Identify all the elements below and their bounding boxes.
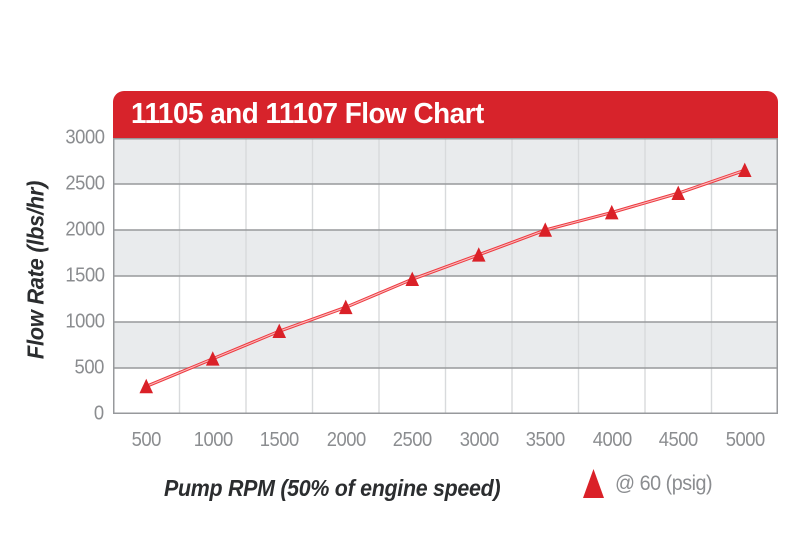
- triangle-marker: [272, 323, 287, 338]
- plot-canvas: [113, 138, 778, 414]
- legend: @ 60 (psig): [583, 469, 718, 498]
- data-line-core: [146, 169, 745, 387]
- x-tick-label: 1000: [193, 429, 233, 451]
- triangle-marker: [471, 247, 486, 262]
- triangle-marker: [405, 271, 420, 287]
- y-tick-label: 3000: [64, 126, 105, 149]
- y-tick-label: 1500: [64, 264, 105, 287]
- plot-border: [113, 138, 778, 414]
- x-tick-label: 1500: [259, 429, 300, 451]
- triangle-marker: [737, 162, 752, 177]
- x-tick-label: 3000: [459, 429, 499, 451]
- triangle-marker: [604, 204, 619, 220]
- y-tick-label: 2500: [64, 172, 105, 195]
- x-tick-label: 500: [131, 429, 162, 451]
- x-tick-label: 4000: [592, 429, 632, 451]
- x-tick-label: 3500: [525, 429, 566, 451]
- y-tick-label: 0: [94, 402, 104, 425]
- x-tick-label: 2000: [326, 429, 366, 451]
- x-axis-ticks: 500 1000 1500 2000 2500 3000 3500 4000 4500 5000: [113, 430, 778, 450]
- chart-header: 11105 and 11107 Flow Chart: [113, 91, 778, 138]
- triangle-marker: [538, 222, 553, 237]
- x-tick-label: 2500: [392, 429, 433, 451]
- triangle-marker: [139, 378, 154, 394]
- legend-triangle-icon: [583, 469, 604, 498]
- triangle-marker: [205, 351, 220, 366]
- horizontal-gridlines: [113, 183, 778, 369]
- y-tick-label: 500: [74, 356, 105, 379]
- x-tick-label: 5000: [725, 429, 765, 451]
- y-tick-label: 1000: [64, 310, 105, 333]
- chart-title: 11105 and 11107 Flow Chart: [131, 98, 484, 130]
- legend-label: @ 60 (psig): [615, 471, 713, 495]
- y-axis-ticks: 3000 2500 2000 1500 1000 500 0: [38, 128, 105, 424]
- x-axis-title: Pump RPM (50% of engine speed): [164, 475, 501, 501]
- data-markers: [139, 162, 752, 394]
- triangle-marker: [671, 185, 686, 200]
- triangle-marker: [338, 299, 353, 315]
- x-tick-label: 4500: [658, 429, 699, 451]
- y-tick-label: 2000: [64, 218, 105, 241]
- plot-area: [113, 138, 778, 414]
